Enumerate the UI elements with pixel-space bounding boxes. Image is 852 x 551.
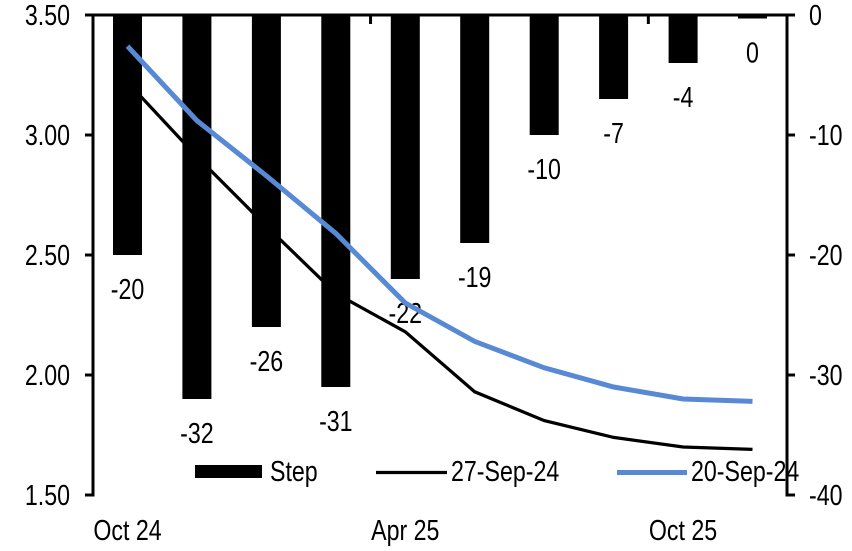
left-axis-tick-label: 2.00 [25,358,70,391]
x-axis-label: Oct 24 [93,513,161,546]
legend-label-27-sep-24: 27-Sep-24 [451,454,559,487]
bar-value-label: -19 [458,260,492,293]
left-axis-tick-label: 3.00 [25,118,70,151]
bar-step-1 [182,15,212,399]
x-axis-label: Apr 25 [371,513,439,546]
bar-step-7 [599,15,629,99]
right-axis-tick-label: 0 [809,0,822,32]
bar-value-label: -32 [180,416,214,449]
left-axis-tick-label: 2.50 [25,238,70,271]
right-axis-tick-label: -40 [809,478,843,511]
legend-label-step: Step [270,454,318,487]
left-axis-tick-label: 3.50 [25,0,70,32]
legend-label-20-sep-24: 20-Sep-24 [691,454,799,487]
bar-step-0 [113,15,142,255]
bar-value-label: -20 [111,272,145,305]
legend-swatch-step [195,465,262,478]
right-axis-tick-label: -20 [809,238,843,271]
right-axis-tick-label: -10 [809,118,843,151]
bar-step-8 [668,15,698,63]
bar-step-9 [738,15,767,19]
bar-value-label: 0 [746,36,759,69]
bar-value-label: -10 [527,152,561,185]
bar-value-label: -26 [250,344,284,377]
bar-step-4 [390,15,420,279]
bar-step-3 [321,15,351,387]
bar-step-5 [460,15,490,243]
left-axis-tick-label: 1.50 [25,478,70,511]
bar-value-label: -7 [603,116,624,149]
x-axis-label: Oct 25 [649,513,717,546]
bar-step-2 [251,15,281,327]
bar-step-6 [529,15,559,135]
bar-value-label: -4 [673,80,694,113]
bar-value-label: -31 [319,404,353,437]
right-axis-tick-label: -30 [809,358,843,391]
line-27-sep-24 [126,81,753,452]
line-20-sep-24 [125,44,753,404]
